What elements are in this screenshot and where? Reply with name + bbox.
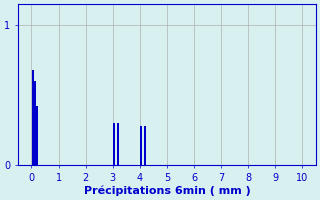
Bar <box>113 123 115 165</box>
Bar <box>144 126 146 165</box>
Bar <box>36 106 38 165</box>
Bar <box>140 126 142 165</box>
Bar <box>34 81 36 165</box>
Bar <box>117 123 119 165</box>
Bar <box>32 70 34 165</box>
X-axis label: Précipitations 6min ( mm ): Précipitations 6min ( mm ) <box>84 185 250 196</box>
